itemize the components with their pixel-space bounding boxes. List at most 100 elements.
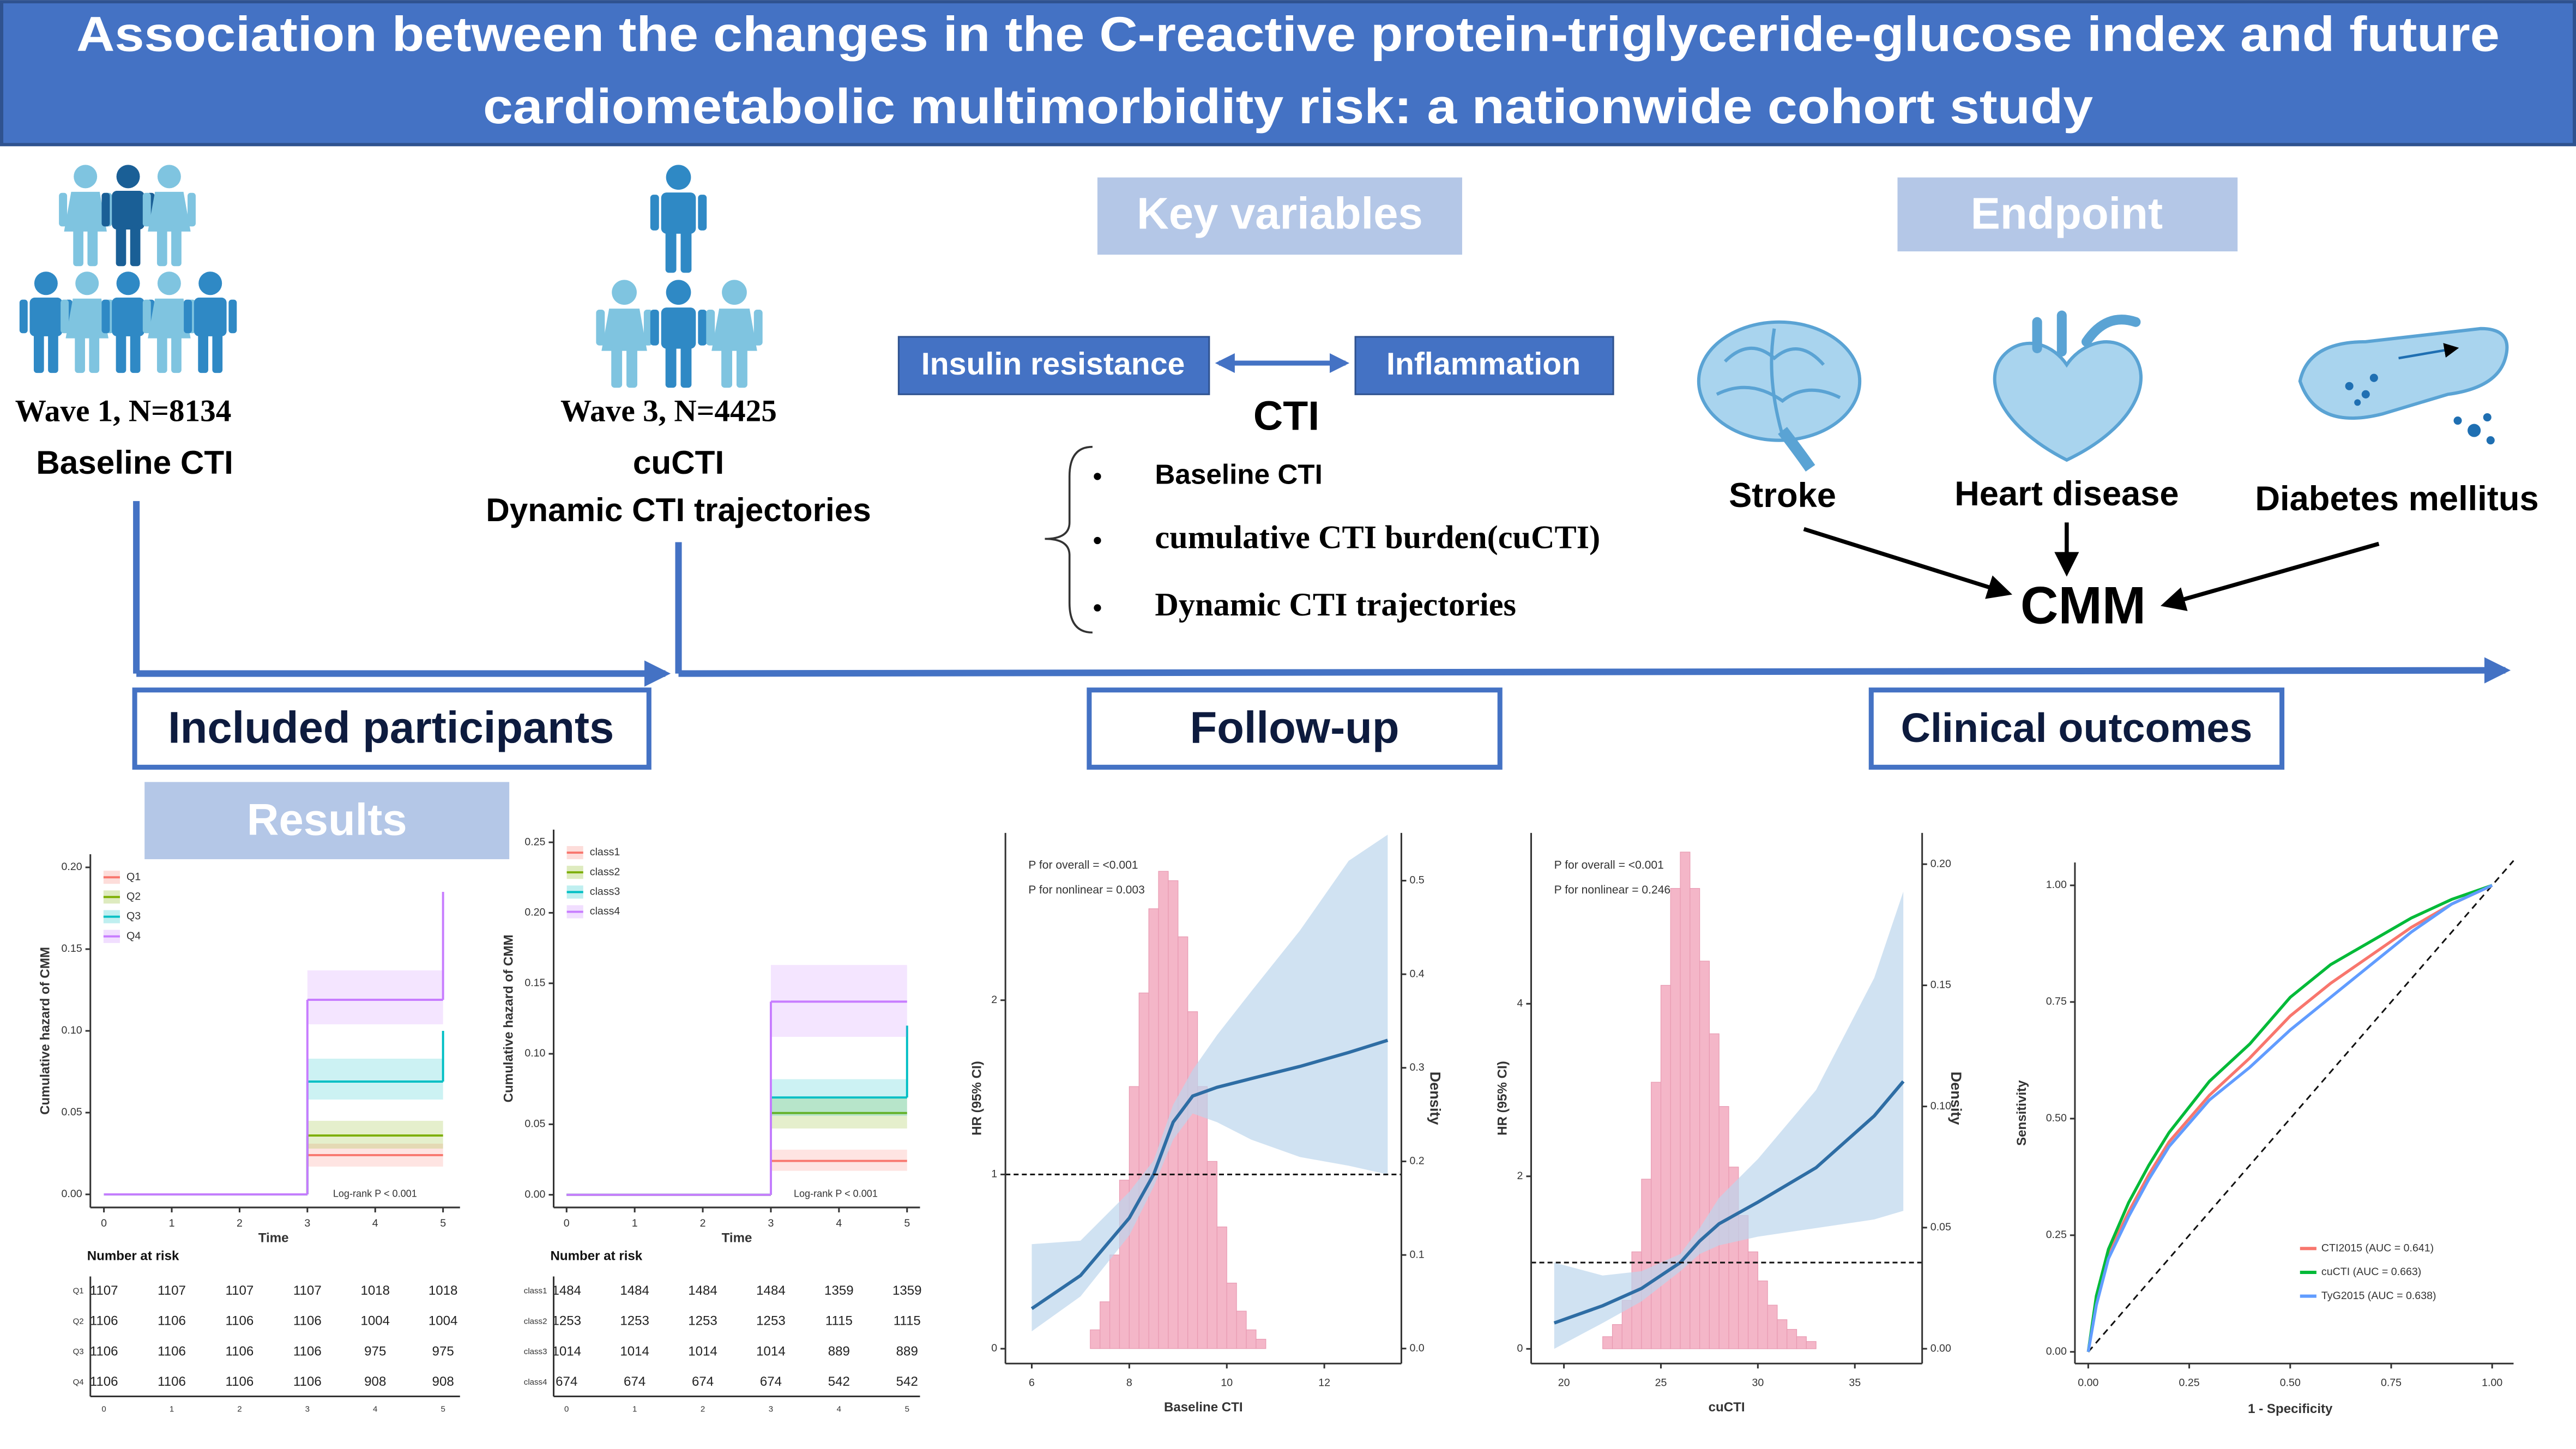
annotation: P for overall = <0.001: [1028, 859, 1138, 872]
risk-value: 889: [828, 1344, 850, 1359]
risk-value: 1106: [158, 1314, 186, 1329]
person-icon: [142, 271, 196, 373]
arm: [101, 192, 110, 227]
y-tick-label: 0.50: [2046, 1112, 2067, 1124]
person-icon: [61, 271, 114, 373]
body: [112, 191, 144, 230]
person-icon: [184, 271, 237, 373]
risk-value: 1359: [824, 1283, 854, 1298]
x-tick-label: 0: [101, 1217, 107, 1229]
x-tick-label: 3: [304, 1217, 310, 1229]
arm: [650, 195, 659, 231]
variable-label: Inflammation: [1386, 347, 1580, 382]
risk-row-label: class4: [524, 1378, 547, 1387]
y-tick-label: 0: [991, 1342, 997, 1354]
arm: [596, 310, 605, 346]
legend-label: class1: [590, 846, 620, 858]
leg: [212, 332, 223, 373]
body: [148, 191, 191, 232]
histogram-bar: [1206, 1161, 1217, 1349]
risk-value: 674: [760, 1374, 782, 1389]
variable-item: Dynamic CTI trajectories: [1155, 587, 1516, 623]
histogram-bar: [1660, 985, 1671, 1349]
x-tick-label: 6: [1029, 1377, 1035, 1389]
risk-value: 1253: [552, 1314, 581, 1329]
bullet: [1094, 536, 1101, 545]
risk-value: 1014: [756, 1344, 786, 1359]
x-tick-label: 35: [1849, 1377, 1861, 1389]
x-axis-label: Time: [258, 1231, 289, 1246]
risk-value: 1106: [158, 1344, 186, 1359]
y-tick-label: 1.00: [2046, 879, 2067, 891]
x-axis-label: Time: [722, 1231, 752, 1246]
person-icon: [650, 165, 707, 273]
risk-value: 1107: [90, 1283, 118, 1298]
y-axis-label: HR (95% CI): [1495, 1061, 1510, 1136]
annotation: P for overall = <0.001: [1554, 859, 1664, 872]
risk-row-label: Q2: [73, 1317, 84, 1326]
y-tick-label: 0.10: [62, 1024, 82, 1036]
head: [722, 280, 747, 305]
y-tick-label: 1: [991, 1168, 997, 1180]
wave-label: Wave 3, N=4425: [560, 394, 777, 428]
histogram-bar: [1109, 1254, 1120, 1349]
leg: [156, 332, 167, 373]
y2-tick-label: 0.4: [1409, 968, 1424, 980]
brace: [1045, 445, 1093, 634]
risk-row-label: class2: [524, 1317, 547, 1326]
risk-value: 674: [624, 1374, 645, 1389]
risk-value: 1014: [688, 1344, 717, 1359]
x-tick-label: 25: [1655, 1377, 1667, 1389]
arm: [142, 192, 151, 227]
y2-tick-label: 0.2: [1409, 1155, 1424, 1167]
stage-box: [1087, 687, 1503, 770]
x-tick-label: 4: [372, 1217, 378, 1229]
y-tick-label: 0.20: [62, 861, 82, 873]
x-axis-label: Baseline CTI: [1164, 1400, 1243, 1415]
y-axis-label: Sensitivity: [2014, 1080, 2029, 1146]
title: cardiometabolic multimorbidity risk: a n…: [483, 79, 2093, 134]
title: Association between the changes in the C…: [76, 7, 2500, 62]
risk-value: 1484: [552, 1283, 581, 1298]
risk-x-tick-label: 2: [701, 1405, 705, 1414]
legend-label: class4: [590, 905, 620, 917]
histogram-bar: [1690, 888, 1700, 1349]
head: [612, 280, 637, 305]
leg: [73, 225, 83, 267]
arm: [61, 299, 69, 334]
leg: [736, 344, 747, 388]
person-icon: [142, 165, 196, 267]
risk-value: 1106: [226, 1374, 254, 1389]
center-label: CTI: [1253, 393, 1319, 438]
leg: [665, 344, 677, 388]
leg: [171, 332, 182, 373]
head: [157, 165, 181, 189]
risk-value: 975: [364, 1344, 386, 1359]
histogram-bar: [1777, 1319, 1788, 1349]
histogram-bar: [1796, 1336, 1807, 1349]
histogram-bar: [1806, 1341, 1817, 1349]
variable-box: [1354, 336, 1614, 395]
arm: [19, 299, 28, 334]
risk-value: 1253: [688, 1314, 717, 1329]
risk-value: 889: [896, 1344, 918, 1359]
body: [65, 298, 108, 339]
arm: [101, 299, 110, 334]
y-tick-label: 0.25: [524, 836, 545, 848]
risk-value: 1484: [688, 1283, 717, 1298]
confidence-band: [1554, 891, 1904, 1349]
risk-value: 1106: [226, 1314, 254, 1329]
y-tick-label: 0.00: [524, 1188, 545, 1200]
stage-label: Clinical outcomes: [1901, 705, 2253, 751]
timeline: [133, 501, 2511, 687]
y2-tick-label: 0.1: [1409, 1248, 1424, 1260]
risk-x-tick-label: 5: [441, 1405, 445, 1414]
legend-label: Q1: [126, 871, 141, 883]
risk-x-tick-label: 2: [237, 1405, 242, 1414]
risk-value: 1484: [620, 1283, 649, 1298]
body: [29, 297, 63, 336]
leg: [130, 332, 141, 373]
leg: [171, 225, 182, 267]
confidence-band: [307, 1058, 443, 1100]
